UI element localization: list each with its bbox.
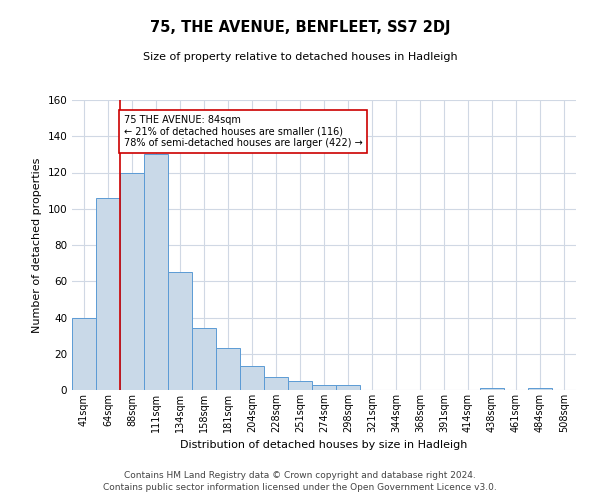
Text: 75, THE AVENUE, BENFLEET, SS7 2DJ: 75, THE AVENUE, BENFLEET, SS7 2DJ <box>150 20 450 35</box>
Bar <box>144 154 168 390</box>
Text: Contains public sector information licensed under the Open Government Licence v3: Contains public sector information licen… <box>103 484 497 492</box>
Bar <box>240 366 264 390</box>
Bar <box>120 172 144 390</box>
Bar <box>216 348 240 390</box>
Bar <box>264 378 288 390</box>
Bar <box>528 388 552 390</box>
Y-axis label: Number of detached properties: Number of detached properties <box>32 158 42 332</box>
Bar <box>312 384 336 390</box>
Bar <box>336 384 360 390</box>
Bar <box>96 198 120 390</box>
X-axis label: Distribution of detached houses by size in Hadleigh: Distribution of detached houses by size … <box>181 440 467 450</box>
Bar <box>480 388 504 390</box>
Bar <box>168 272 192 390</box>
Text: Size of property relative to detached houses in Hadleigh: Size of property relative to detached ho… <box>143 52 457 62</box>
Bar <box>72 318 96 390</box>
Bar <box>192 328 216 390</box>
Bar <box>288 381 312 390</box>
Text: 75 THE AVENUE: 84sqm
← 21% of detached houses are smaller (116)
78% of semi-deta: 75 THE AVENUE: 84sqm ← 21% of detached h… <box>124 114 362 148</box>
Text: Contains HM Land Registry data © Crown copyright and database right 2024.: Contains HM Land Registry data © Crown c… <box>124 471 476 480</box>
